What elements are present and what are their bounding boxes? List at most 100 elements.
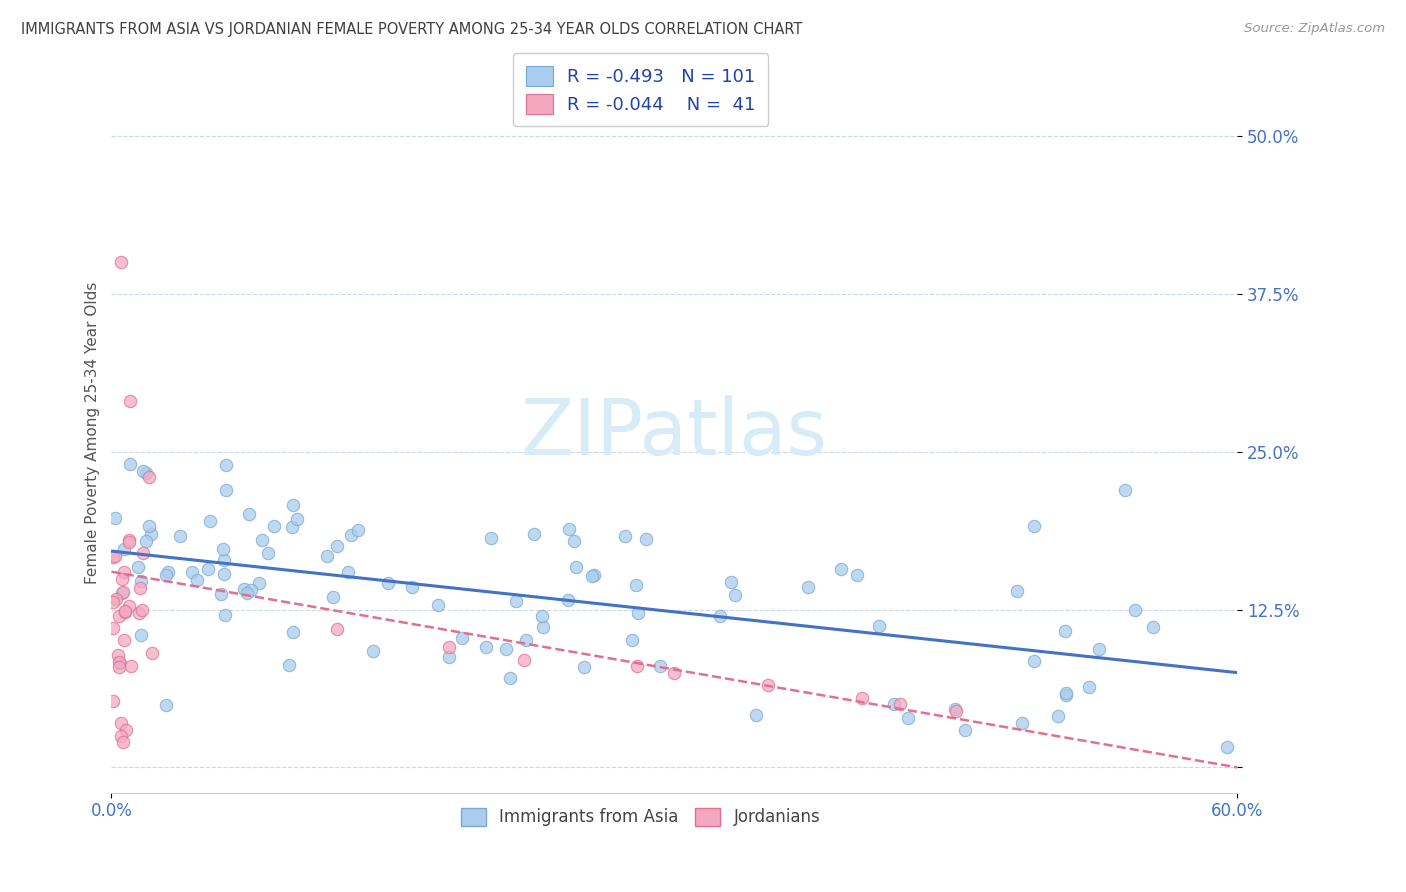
Point bbox=[209, 587, 232, 601]
Point bbox=[285, 512, 308, 526]
Point bbox=[120, 458, 142, 472]
Point bbox=[112, 542, 135, 557]
Point bbox=[132, 464, 155, 478]
Point bbox=[114, 605, 136, 619]
Point bbox=[1114, 483, 1136, 497]
Point bbox=[120, 658, 142, 673]
Point bbox=[111, 586, 134, 600]
Point bbox=[883, 697, 905, 711]
Point bbox=[127, 559, 149, 574]
Point bbox=[114, 604, 136, 618]
Point bbox=[1142, 620, 1164, 634]
Point bbox=[614, 529, 637, 543]
Point bbox=[315, 549, 337, 563]
Point bbox=[103, 694, 125, 708]
Point bbox=[620, 633, 643, 648]
Point bbox=[426, 598, 449, 612]
Point bbox=[157, 565, 180, 579]
Point bbox=[846, 567, 869, 582]
Point bbox=[247, 575, 270, 590]
Point bbox=[104, 549, 127, 563]
Point bbox=[574, 659, 596, 673]
Point bbox=[340, 528, 363, 542]
Point bbox=[108, 656, 131, 670]
Point bbox=[107, 648, 129, 663]
Point bbox=[401, 580, 423, 594]
Legend: Immigrants from Asia, Jordanians: Immigrants from Asia, Jordanians bbox=[453, 799, 828, 835]
Point bbox=[278, 658, 301, 673]
Point bbox=[756, 678, 779, 692]
Text: IMMIGRANTS FROM ASIA VS JORDANIAN FEMALE POVERTY AMONG 25-34 YEAR OLDS CORRELATI: IMMIGRANTS FROM ASIA VS JORDANIAN FEMALE… bbox=[21, 22, 803, 37]
Text: ZIPatlas: ZIPatlas bbox=[520, 395, 828, 471]
Point bbox=[531, 609, 554, 624]
Point bbox=[450, 631, 472, 645]
Point bbox=[1123, 603, 1146, 617]
Point bbox=[851, 690, 873, 705]
Point bbox=[138, 518, 160, 533]
Point bbox=[132, 546, 155, 560]
Point bbox=[648, 658, 671, 673]
Point bbox=[624, 578, 647, 592]
Point bbox=[238, 507, 260, 521]
Point bbox=[1054, 688, 1077, 702]
Point bbox=[115, 723, 138, 737]
Point bbox=[103, 550, 125, 565]
Point bbox=[1011, 716, 1033, 731]
Point bbox=[110, 255, 132, 269]
Point bbox=[326, 539, 349, 553]
Point bbox=[1054, 624, 1077, 638]
Point bbox=[437, 640, 460, 655]
Point bbox=[745, 708, 768, 723]
Point bbox=[103, 621, 125, 635]
Point bbox=[181, 565, 204, 579]
Point bbox=[325, 622, 347, 636]
Point bbox=[474, 640, 496, 654]
Point bbox=[437, 650, 460, 665]
Point bbox=[889, 698, 911, 712]
Point bbox=[111, 735, 134, 749]
Point bbox=[1216, 739, 1239, 754]
Point bbox=[361, 644, 384, 658]
Point bbox=[111, 585, 134, 599]
Point bbox=[131, 603, 153, 617]
Point bbox=[104, 511, 127, 525]
Point bbox=[118, 599, 141, 613]
Point bbox=[1054, 686, 1077, 700]
Point bbox=[138, 470, 160, 484]
Point bbox=[112, 565, 135, 579]
Point bbox=[110, 729, 132, 743]
Point bbox=[582, 567, 605, 582]
Point bbox=[212, 553, 235, 567]
Point bbox=[198, 515, 221, 529]
Point bbox=[120, 394, 142, 409]
Point bbox=[1046, 709, 1069, 723]
Point bbox=[897, 711, 920, 725]
Point bbox=[955, 723, 977, 738]
Point bbox=[186, 574, 208, 588]
Point bbox=[337, 566, 360, 580]
Point bbox=[479, 531, 502, 545]
Text: Source: ZipAtlas.com: Source: ZipAtlas.com bbox=[1244, 22, 1385, 36]
Point bbox=[103, 595, 125, 609]
Point bbox=[141, 646, 163, 660]
Point bbox=[1005, 583, 1028, 598]
Point bbox=[112, 632, 135, 647]
Point bbox=[724, 588, 747, 602]
Point bbox=[720, 574, 742, 589]
Point bbox=[135, 534, 157, 549]
Point bbox=[377, 576, 399, 591]
Point bbox=[513, 653, 536, 667]
Point bbox=[830, 562, 852, 576]
Point bbox=[1022, 519, 1045, 533]
Point bbox=[240, 582, 263, 597]
Point bbox=[169, 529, 191, 543]
Point bbox=[197, 562, 219, 576]
Point bbox=[627, 606, 650, 620]
Point bbox=[1024, 654, 1046, 668]
Point bbox=[664, 665, 686, 680]
Point bbox=[211, 542, 233, 557]
Point bbox=[110, 572, 132, 586]
Point bbox=[155, 698, 177, 712]
Point bbox=[796, 580, 818, 594]
Point bbox=[626, 659, 648, 673]
